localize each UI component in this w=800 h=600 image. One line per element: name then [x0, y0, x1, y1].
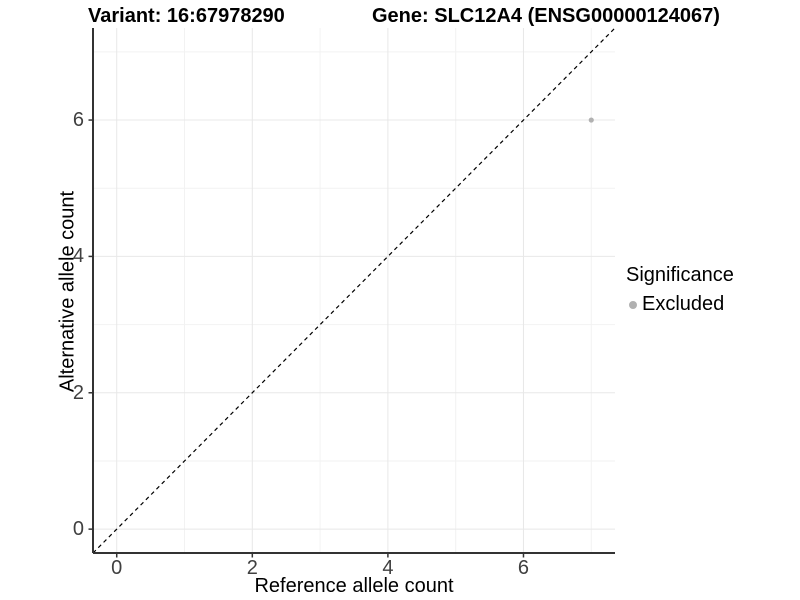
- identity-line: [92, 27, 616, 554]
- plot-title-gene: Gene: SLC12A4 (ENSG00000124067): [372, 5, 720, 27]
- data-point: [588, 117, 594, 123]
- y-tick-label: 0: [72, 518, 84, 541]
- legend-item-label: Excluded: [642, 293, 725, 315]
- legend-marker-icon: [629, 300, 637, 309]
- legend-item: Excluded: [626, 293, 734, 316]
- x-axis-title: Reference allele count: [254, 575, 454, 597]
- y-tick-label: 4: [72, 245, 84, 268]
- plot-panel: [88, 27, 616, 558]
- x-tick-label: 2: [246, 557, 258, 579]
- plot-title-variant: Variant: 16:67978290: [88, 5, 285, 27]
- legend: Significance Excluded: [626, 264, 734, 316]
- x-tick-label: 4: [382, 557, 394, 579]
- y-tick-label: 6: [72, 109, 84, 132]
- y-tick-label: 2: [72, 381, 84, 404]
- x-tick-label: 0: [111, 557, 123, 579]
- x-tick-label: 6: [517, 557, 530, 579]
- legend-title: Significance: [626, 264, 734, 286]
